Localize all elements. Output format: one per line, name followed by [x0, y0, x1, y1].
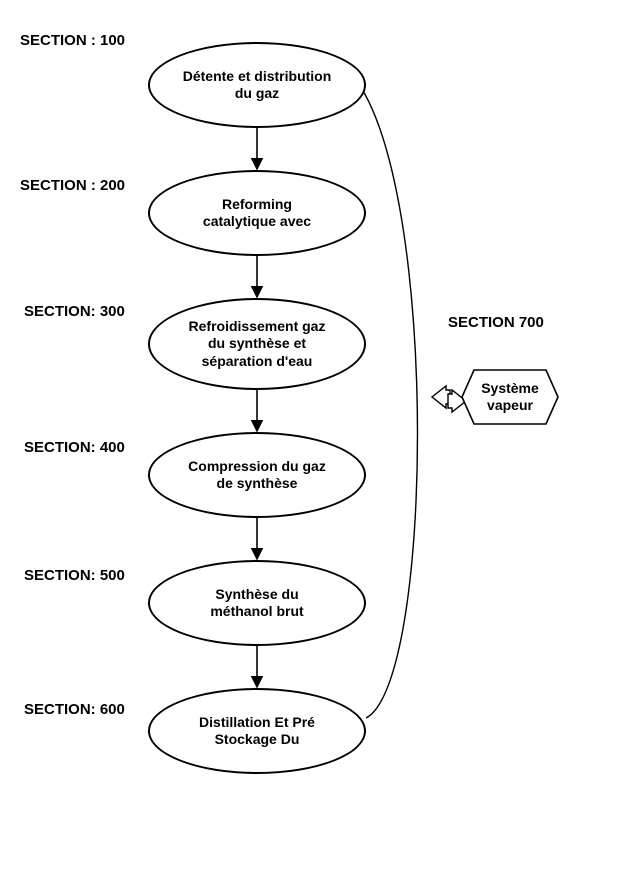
node-section-700: Systèmevapeur — [462, 370, 558, 424]
arrow-500-600 — [0, 0, 624, 869]
